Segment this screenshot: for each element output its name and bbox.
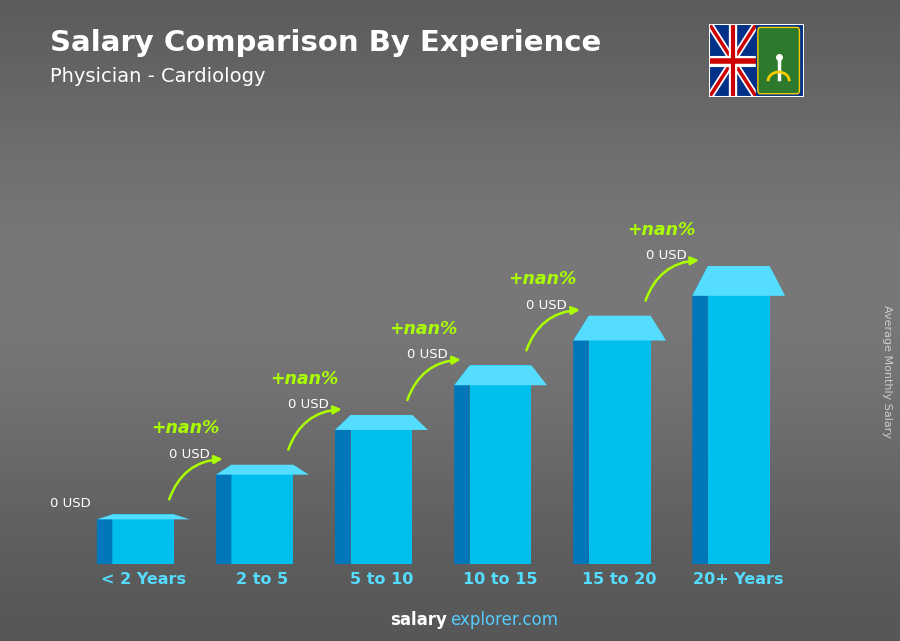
Polygon shape <box>470 365 532 564</box>
Text: +nan%: +nan% <box>270 370 338 388</box>
Text: 0 USD: 0 USD <box>408 349 448 362</box>
Text: salary: salary <box>391 612 447 629</box>
Text: 0 USD: 0 USD <box>645 249 687 262</box>
Text: 0 USD: 0 USD <box>288 398 329 411</box>
Text: +nan%: +nan% <box>151 419 220 437</box>
FancyBboxPatch shape <box>758 28 799 94</box>
Polygon shape <box>216 465 309 474</box>
Text: Physician - Cardiology: Physician - Cardiology <box>50 67 265 87</box>
Text: +nan%: +nan% <box>627 221 696 238</box>
Polygon shape <box>573 315 666 340</box>
Polygon shape <box>573 315 589 564</box>
Polygon shape <box>112 514 175 564</box>
Polygon shape <box>97 514 190 519</box>
Polygon shape <box>350 415 412 564</box>
Polygon shape <box>454 365 470 564</box>
Polygon shape <box>335 415 350 564</box>
Bar <box>756 24 804 97</box>
Text: 0 USD: 0 USD <box>169 448 210 461</box>
Text: 0 USD: 0 USD <box>526 299 567 312</box>
Text: Salary Comparison By Experience: Salary Comparison By Experience <box>50 29 601 57</box>
Polygon shape <box>707 266 769 564</box>
Polygon shape <box>335 415 428 430</box>
Text: explorer.com: explorer.com <box>450 612 558 629</box>
Polygon shape <box>97 514 112 564</box>
Polygon shape <box>454 365 547 385</box>
Polygon shape <box>692 266 707 564</box>
Text: +nan%: +nan% <box>389 320 457 338</box>
Text: 0 USD: 0 USD <box>50 497 91 510</box>
Polygon shape <box>216 465 231 564</box>
Polygon shape <box>231 465 293 564</box>
Text: Average Monthly Salary: Average Monthly Salary <box>881 305 892 438</box>
Text: +nan%: +nan% <box>508 271 576 288</box>
Polygon shape <box>589 315 651 564</box>
Polygon shape <box>692 266 785 296</box>
